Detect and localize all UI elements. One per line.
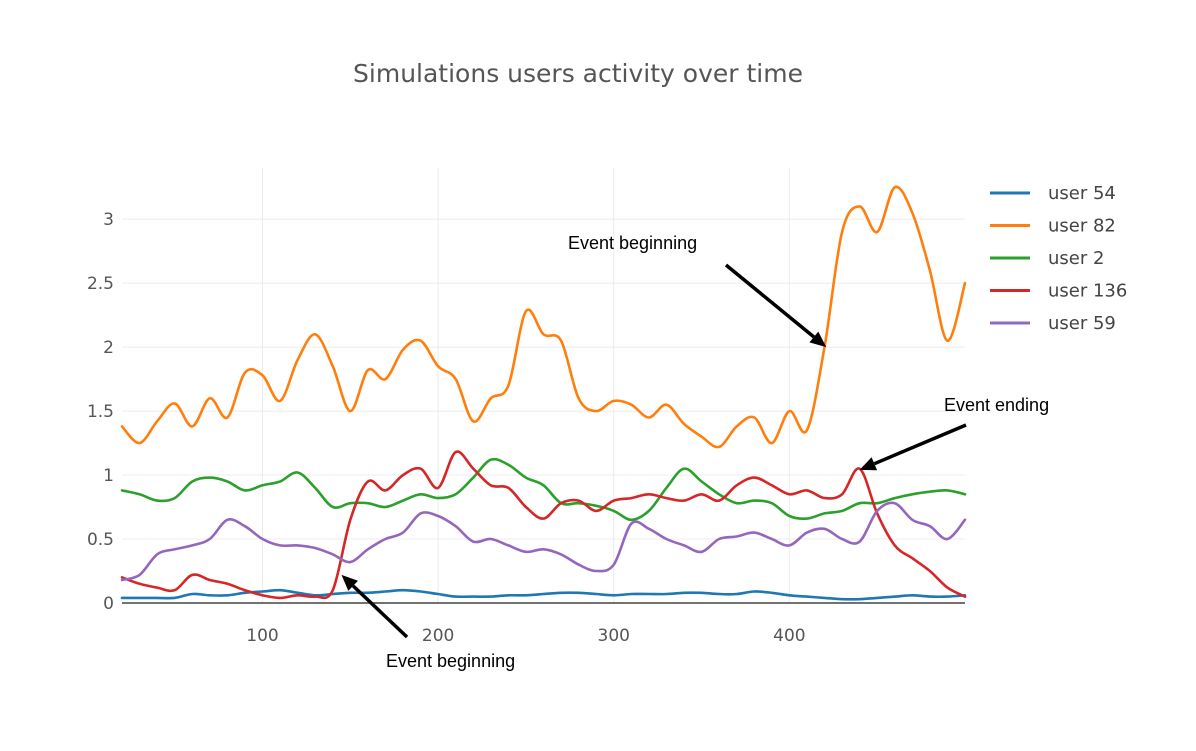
x-tick-label: 400: [773, 626, 805, 646]
annotations: Event beginning Event ending Event begin…: [341, 233, 1049, 671]
annotation-arrow: [351, 584, 409, 639]
legend[interactable]: user 54 user 82 user 2 user 136 user 59: [990, 183, 1127, 334]
y-tick-label: 3: [103, 210, 114, 230]
grid-lines: [122, 168, 965, 604]
legend-label: user 54: [1048, 183, 1116, 204]
y-tick-label: 0.5: [87, 530, 114, 550]
series-lines: [120, 185, 967, 601]
x-tick-label: 200: [422, 626, 454, 646]
y-tick-label: 2: [103, 338, 114, 358]
annotation-text: Event beginning: [568, 233, 697, 253]
annotation-event-beginning-bottom: Event beginning: [341, 574, 515, 671]
series-line-user-2: [120, 457, 967, 522]
x-axis-ticks: 100 200 300 400: [246, 626, 805, 646]
annotation-event-beginning-top: Event beginning: [568, 233, 827, 348]
series-line-user-54: [120, 588, 967, 601]
y-tick-label: 0: [103, 594, 114, 614]
legend-label: user 59: [1048, 313, 1116, 334]
annotation-event-ending: Event ending: [859, 395, 1049, 471]
y-tick-label: 2.5: [87, 274, 114, 294]
annotation-arrowhead: [341, 574, 358, 591]
annotation-arrow: [724, 263, 816, 339]
annotation-text: Event beginning: [386, 651, 515, 671]
x-tick-label: 100: [246, 626, 278, 646]
annotation-arrow: [873, 423, 967, 466]
annotation-arrowhead: [809, 331, 827, 348]
y-tick-label: 1: [103, 466, 114, 486]
legend-label: user 82: [1048, 216, 1116, 237]
legend-label: user 136: [1048, 281, 1127, 302]
legend-item-user-59[interactable]: user 59: [990, 313, 1116, 334]
series-line-user-136: [120, 450, 967, 600]
annotation-arrowhead: [859, 457, 878, 471]
annotation-text: Event ending: [944, 395, 1049, 415]
y-axis-ticks: 0 0.5 1 1.5 2 2.5 3: [87, 210, 114, 614]
x-tick-label: 300: [598, 626, 630, 646]
series-line-user-82: [120, 185, 967, 449]
y-tick-label: 1.5: [87, 402, 114, 422]
legend-item-user-2[interactable]: user 2: [990, 248, 1104, 269]
legend-item-user-54[interactable]: user 54: [990, 183, 1116, 204]
chart-title: Simulations users activity over time: [353, 59, 803, 88]
series-line-user-59: [120, 501, 967, 582]
legend-label: user 2: [1048, 248, 1104, 269]
legend-item-user-82[interactable]: user 82: [990, 216, 1116, 237]
legend-item-user-136[interactable]: user 136: [990, 281, 1127, 302]
